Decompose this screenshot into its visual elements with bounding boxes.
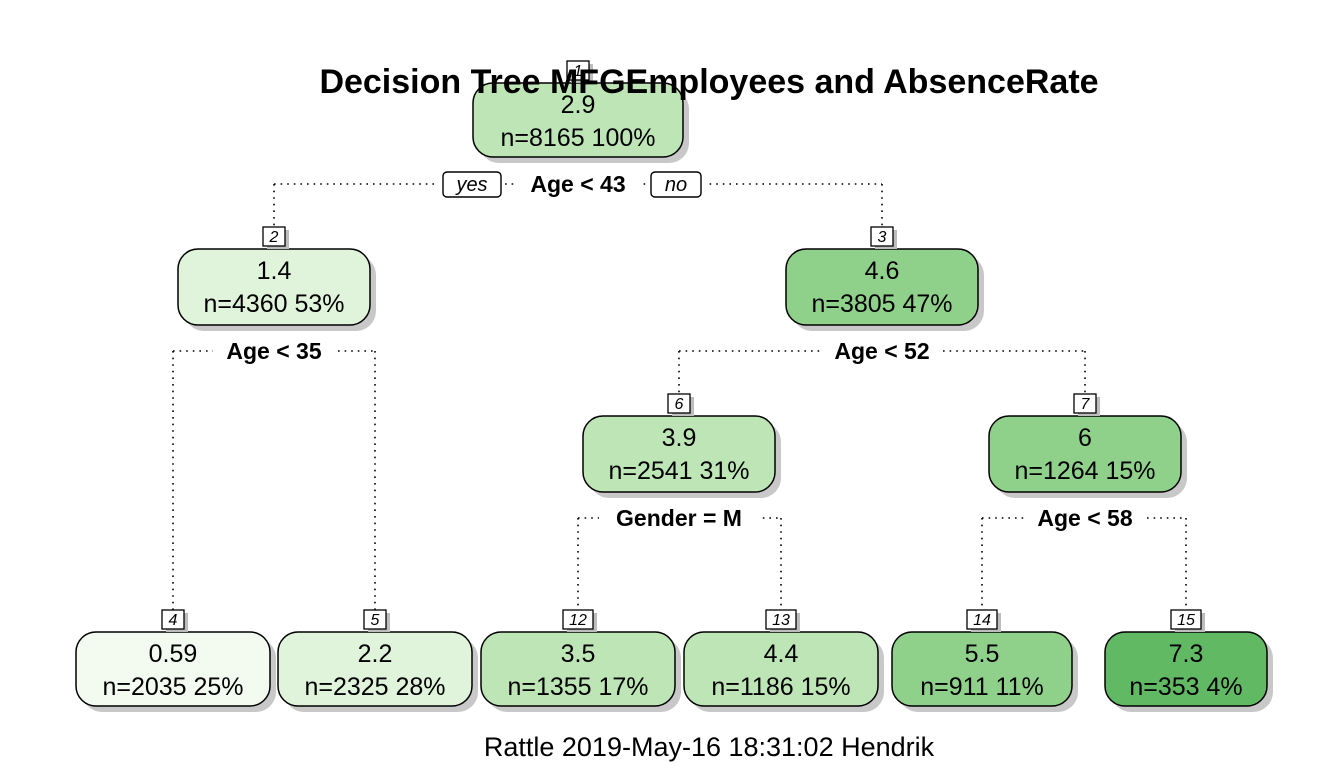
split-label-backdrop — [1024, 504, 1146, 532]
node-value: 2.9 — [561, 91, 596, 119]
tree-node-4: 4 0.59 n=2035 25% — [75, 609, 276, 712]
split-rule-label: Age < 43 — [530, 171, 625, 197]
node-id-label: 4 — [169, 612, 178, 629]
node-id-label: 3 — [878, 229, 887, 246]
node-id-label: 12 — [569, 612, 587, 629]
node-id-box — [966, 609, 998, 630]
tree-node-12: 12 3.5 n=1355 17% — [480, 609, 681, 712]
split-label-backdrop — [517, 170, 639, 198]
node-value: 4.4 — [764, 640, 799, 668]
node-value: 3.5 — [561, 640, 596, 668]
node-id-label: 2 — [269, 229, 279, 246]
node-value: 2.2 — [358, 640, 393, 668]
node-count-percent: n=2541 31% — [608, 457, 749, 485]
node-value: 7.3 — [1169, 640, 1204, 668]
tree-node-15: 15 7.3 n=353 4% — [1104, 609, 1273, 712]
split-label-backdrop — [599, 504, 759, 532]
split-rule-label: Age < 58 — [1037, 505, 1132, 531]
yes-branch-label: yes — [454, 174, 487, 196]
node-count-percent: n=1355 17% — [507, 673, 648, 701]
tree-node-6: 6 3.9 n=2541 31% — [582, 393, 781, 498]
node-count-percent: n=1186 15% — [711, 673, 850, 701]
tree-node-5: 5 2.2 n=2325 28% — [277, 609, 478, 712]
node-count-percent: n=8165 100% — [500, 124, 655, 152]
node-id-label: 5 — [371, 612, 380, 629]
no-branch-label: no — [665, 174, 687, 196]
node-id-label: 14 — [973, 612, 991, 629]
node-id-box — [1170, 609, 1202, 630]
node-id-label: 15 — [1177, 612, 1195, 629]
yes-branch-box — [442, 171, 502, 198]
node-value: 3.9 — [662, 424, 697, 452]
node-id-box — [562, 609, 594, 630]
node-value: 1.4 — [257, 257, 292, 285]
node-id-label: 7 — [1081, 396, 1091, 413]
node-id-box — [161, 609, 185, 630]
split-rule-label: Gender = M — [616, 505, 742, 531]
node-id-label: 13 — [772, 612, 790, 629]
footer-caption: Rattle 2019-May-16 18:31:02 Hendrik — [484, 732, 935, 762]
node-value: 6 — [1078, 424, 1092, 452]
tree-node-14: 14 5.5 n=911 11% — [891, 609, 1078, 712]
split-label-backdrop — [821, 337, 943, 365]
chart-title: Decision Tree MFGEmployees and AbsenceRa… — [319, 63, 1098, 101]
node-count-percent: n=2035 25% — [102, 673, 243, 701]
node-id-label: 6 — [675, 396, 684, 413]
node-id-box — [1073, 393, 1097, 414]
node-id-box — [765, 609, 797, 630]
node-count-percent: n=353 4% — [1129, 673, 1242, 701]
tree-node-2: 2 1.4 n=4360 53% — [177, 226, 376, 331]
node-id-box — [566, 60, 590, 81]
node-id-box — [667, 393, 691, 414]
node-count-percent: n=2325 28% — [304, 673, 445, 701]
node-count-percent: n=1264 15% — [1014, 457, 1155, 485]
node-value: 4.6 — [865, 257, 900, 285]
node-id-label: 1 — [574, 63, 583, 80]
node-count-percent: n=4360 53% — [203, 290, 344, 318]
node-value: 5.5 — [965, 640, 1000, 668]
tree-node-3: 3 4.6 n=3805 47% — [785, 226, 984, 331]
no-branch-box — [650, 171, 702, 198]
node-count-percent: n=911 11% — [920, 673, 1044, 701]
tree-node-1: 1 2.9 n=8165 100% — [472, 60, 689, 163]
split-rule-label: Age < 35 — [226, 338, 321, 364]
tree-node-7: 7 6 n=1264 15% — [988, 393, 1187, 498]
tree-node-13: 13 4.4 n=1186 15% — [683, 609, 884, 712]
node-id-box — [363, 609, 387, 630]
split-rule-label: Age < 52 — [834, 338, 929, 364]
node-id-box — [262, 226, 286, 247]
split-label-backdrop — [213, 337, 335, 365]
node-id-box — [870, 226, 894, 247]
node-value: 0.59 — [149, 640, 198, 668]
node-count-percent: n=3805 47% — [811, 290, 952, 318]
